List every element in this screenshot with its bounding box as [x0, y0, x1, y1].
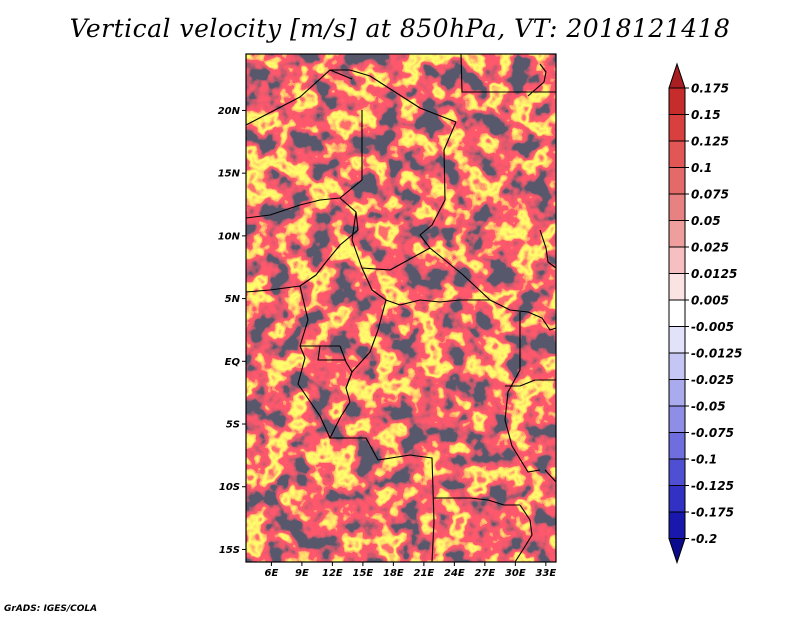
colorbar-label: -0.125: [691, 479, 734, 493]
lon-tick-label: 9E: [295, 568, 309, 579]
lat-tick-label: 10N: [218, 231, 241, 242]
colorbar-label: -0.1: [691, 453, 717, 467]
colorbar-segment: [668, 193, 686, 221]
lat-tick-label: EQ: [225, 357, 241, 368]
colorbar-segment: [668, 246, 686, 274]
colorbar-label: -0.005: [691, 320, 734, 334]
colorbar-label: 0.005: [691, 294, 729, 308]
colorbar-segment: [668, 511, 686, 539]
footer-credit: GrADS: IGES/COLA: [4, 604, 98, 614]
colorbar-segment: [668, 140, 686, 168]
lon-tick-label: 21E: [413, 568, 434, 579]
lon-tick-label: 27E: [474, 568, 495, 579]
lat-tick-label: 5S: [226, 420, 240, 431]
lat-tick-label: 15S: [219, 545, 240, 556]
lat-tick-label: 15N: [218, 169, 241, 180]
colorbar-label: 0.1: [691, 161, 712, 175]
colorbar-segment: [668, 114, 686, 142]
colorbar-label: 0.05: [691, 214, 721, 228]
colorbar-label: -0.2: [691, 532, 717, 546]
lat-tick-label: 5N: [225, 294, 241, 305]
colorbar-segment: [668, 405, 686, 433]
colorbar-segment: [668, 432, 686, 460]
colorbar-label: 0.15: [691, 108, 721, 122]
lon-tick-label: 12E: [322, 568, 343, 579]
colorbar-segment: [668, 326, 686, 354]
colorbar-label: 0.175: [691, 82, 729, 96]
map-frame: [245, 53, 557, 563]
colorbar-segment: [668, 485, 686, 513]
country-borders: [246, 54, 556, 562]
lon-tick-label: 18E: [383, 568, 404, 579]
colorbar-label: 0.125: [691, 135, 729, 149]
colorbar-segment: [668, 220, 686, 248]
colorbar-bottom-arrow: [668, 538, 686, 565]
colorbar-segment: [668, 299, 686, 327]
lon-tick-label: 33E: [535, 568, 556, 579]
colorbar-label: -0.025: [691, 373, 734, 387]
longitude-axis: 6E 9E 12E 15E 18E 21E 24E 27E 30E 33E: [265, 562, 556, 579]
colorbar-legend: 0.175 0.15 0.125 0.1 0.075 0.05 0.025 0.0125 0.0…: [668, 62, 742, 565]
lon-tick-label: 15E: [353, 568, 374, 579]
lon-tick-label: 24E: [444, 568, 465, 579]
page-title: Vertical velocity [m/s] at 850hPa, VT: 2…: [69, 14, 731, 43]
colorbar-label: -0.175: [691, 506, 734, 520]
colorbar-label: 0.025: [691, 241, 729, 255]
colorbar-segment: [668, 458, 686, 486]
latitude-axis: 20N 15N 10N 5N EQ 5S 10S 15S: [218, 106, 246, 556]
colorbar-segment: [668, 167, 686, 195]
lon-tick-label: 30E: [505, 568, 526, 579]
colorbar-segment: [668, 273, 686, 301]
colorbar-segment: [668, 352, 686, 380]
lat-tick-label: 10S: [219, 482, 240, 493]
colorbar-label: 0.0125: [691, 267, 737, 281]
colorbar-label: -0.075: [691, 426, 734, 440]
colorbar-segment: [668, 87, 686, 115]
lon-tick-label: 6E: [265, 568, 279, 579]
colorbar-label: -0.05: [691, 400, 726, 414]
colorbar-top-arrow: [668, 62, 686, 89]
colorbar-label: -0.0125: [691, 347, 742, 361]
vertical-velocity-field: [246, 54, 556, 562]
colorbar-segment: [668, 379, 686, 407]
lat-tick-label: 20N: [218, 106, 241, 117]
colorbar-label: 0.075: [691, 188, 729, 202]
